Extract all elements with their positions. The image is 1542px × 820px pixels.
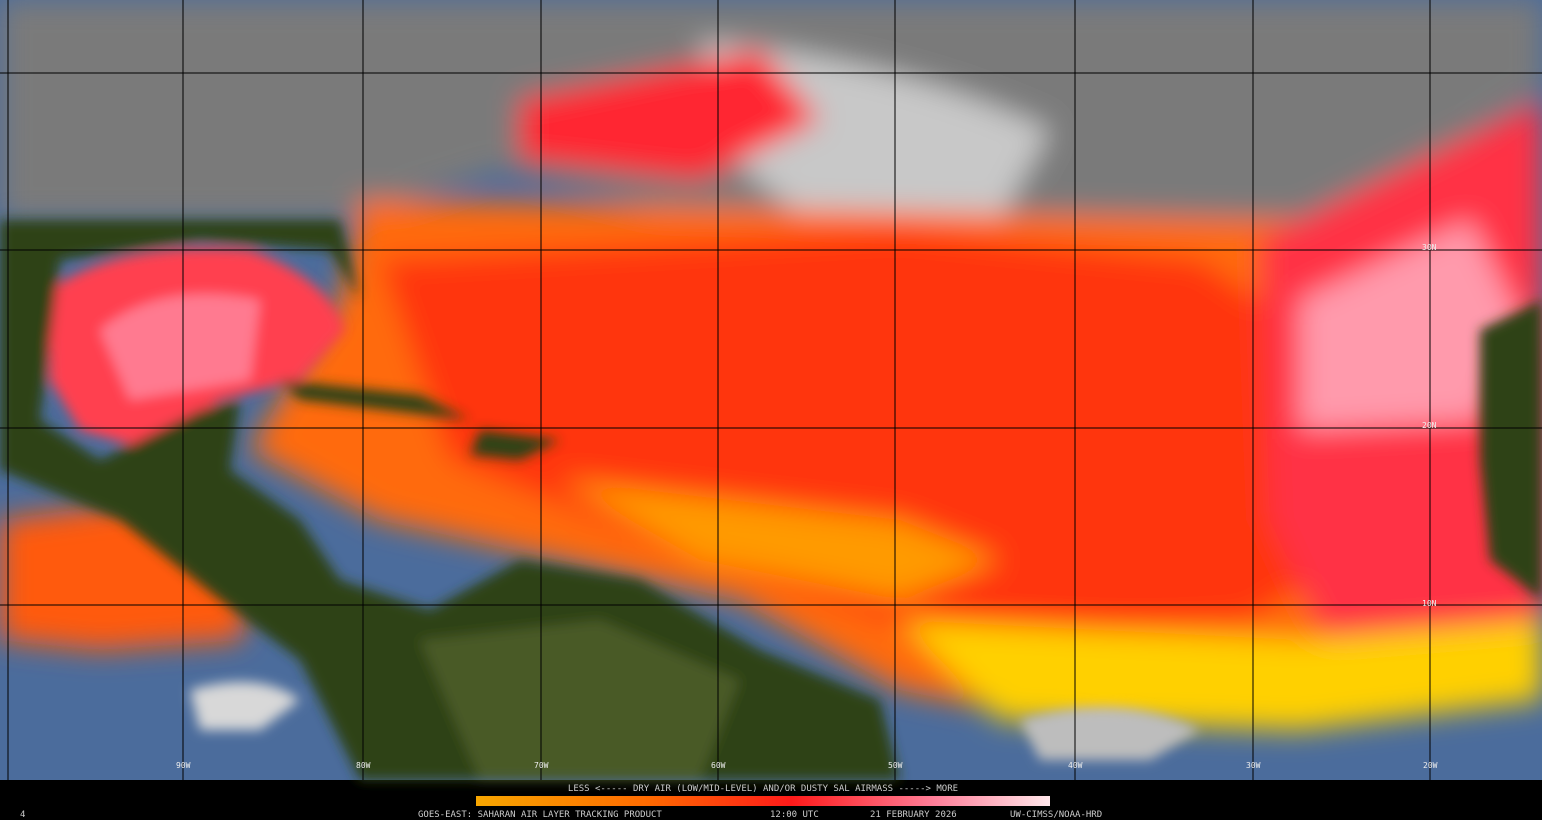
lon-label: 80W (356, 761, 371, 770)
footer-time: 12:00 UTC (770, 810, 819, 820)
lon-label: 70W (534, 761, 549, 770)
lon-label: 50W (888, 761, 903, 770)
lat-label: 10N (1422, 599, 1437, 608)
legend-bar: LESS <----- DRY AIR (LOW/MID-LEVEL) AND/… (20, 784, 1102, 820)
imagery: 30N 20N 10N 90W 80W 70W 60W 50W 40W 30W … (0, 0, 1542, 780)
frame-number: 4 (20, 810, 25, 820)
lon-label: 30W (1246, 761, 1261, 770)
lon-label: 20W (1423, 761, 1438, 770)
lat-label: 30N (1422, 243, 1437, 252)
legend-text: LESS <----- DRY AIR (LOW/MID-LEVEL) AND/… (568, 784, 958, 794)
lat-label: 20N (1422, 421, 1437, 430)
footer-date: 21 FEBRUARY 2026 (870, 810, 957, 820)
lon-label: 40W (1068, 761, 1083, 770)
lon-label: 60W (711, 761, 726, 770)
grid-lines (0, 0, 1542, 780)
lon-label: 90W (176, 761, 191, 770)
color-scale (476, 796, 1050, 806)
footer-product: GOES-EAST: SAHARAN AIR LAYER TRACKING PR… (418, 810, 662, 820)
footer-credit: UW-CIMSS/NOAA-HRD (1010, 810, 1102, 820)
